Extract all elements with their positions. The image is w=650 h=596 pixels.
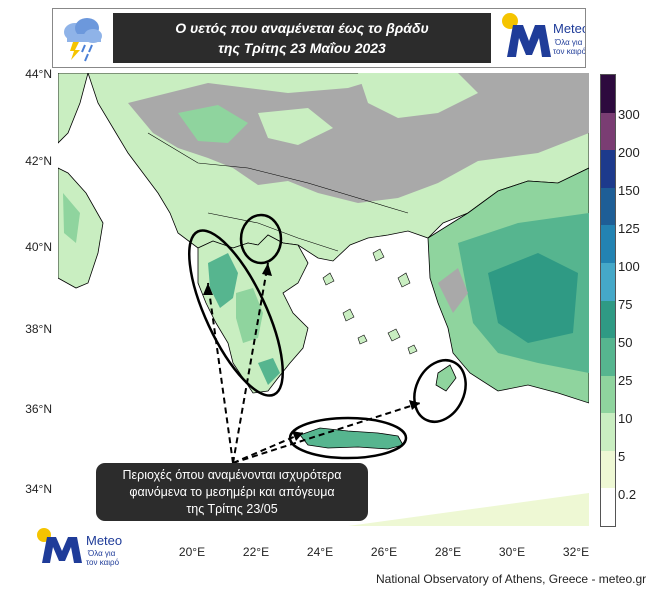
colorbar-segment: [601, 300, 615, 339]
callout-line-3: της Τρίτης 23/05: [186, 502, 278, 516]
callout-line-1: Περιοχές όπου αναμένονται ισχυρότερα: [122, 468, 342, 482]
colorbar-label-125: 125: [618, 221, 640, 236]
lat-label-34: 34°N: [25, 482, 52, 496]
lat-label-36: 36°N: [25, 402, 52, 416]
footer-meteo-logo-icon: Meteo Όλα για τον καιρό: [36, 527, 146, 567]
footer-brand-tagline-1: Όλα για: [87, 549, 116, 558]
brand-tagline-2: τον καιρό: [553, 47, 585, 56]
title-line-2: της Τρίτης 23 Μαΐου 2023: [218, 40, 386, 56]
colorbar-segment: [601, 413, 615, 452]
footer-brand-name: Meteo: [86, 533, 122, 548]
colorbar-segment: [601, 450, 615, 489]
lon-label-32: 32°E: [562, 545, 590, 559]
lon-label-30: 30°E: [498, 545, 526, 559]
precipitation-map: [58, 73, 589, 526]
lon-label-28: 28°E: [434, 545, 462, 559]
map-title: Ο υετός που αναμένεται έως το βράδυ της …: [113, 13, 491, 63]
colorbar-label-25: 25: [618, 373, 633, 388]
footer-brand-tagline-2: τον καιρό: [86, 558, 120, 567]
colorbar-segment: [601, 75, 615, 114]
lat-label-42: 42°N: [25, 154, 52, 168]
colorbar-label-10: 10: [618, 411, 633, 426]
colorbar-label-300: 300: [618, 107, 640, 122]
colorbar-label-50: 50: [618, 335, 633, 350]
precipitation-colorbar: [600, 74, 616, 527]
colorbar-segment: [601, 150, 615, 189]
lon-label-24: 24°E: [306, 545, 334, 559]
callout-line-2: φαινόμενα το μεσημέρι και απόγευμα: [129, 485, 335, 499]
colorbar-segment: [601, 338, 615, 377]
colorbar-segment: [601, 187, 615, 226]
brand-tagline-1: Όλα για: [554, 38, 583, 47]
colorbar-segment: [601, 375, 615, 414]
title-line-1: Ο υετός που αναμένεται έως το βράδυ: [175, 20, 429, 36]
colorbar-label-0-2: 0.2: [618, 487, 637, 502]
colorbar-label-5: 5: [618, 449, 626, 464]
brand-name: Meteo: [553, 21, 585, 36]
colorbar-segment: [601, 262, 615, 301]
lon-label-26: 26°E: [370, 545, 398, 559]
rain-storm-cloud-icon: [57, 12, 107, 64]
colorbar-label-200: 200: [618, 145, 640, 160]
lon-label-20: 20°E: [178, 545, 206, 559]
callout-box: Περιοχές όπου αναμένονται ισχυρότερα φαι…: [96, 463, 368, 521]
colorbar-segment: [601, 112, 615, 151]
source-credit: National Observatory of Athens, Greece -…: [376, 572, 647, 586]
colorbar-label-100: 100: [618, 259, 640, 274]
header-banner: Ο υετός που αναμένεται έως το βράδυ της …: [52, 8, 589, 68]
meteo-m-logo-icon: Meteo Όλα για τον καιρό: [501, 11, 589, 65]
lat-label-40: 40°N: [25, 240, 52, 254]
colorbar-label-75: 75: [618, 297, 633, 312]
lon-label-22: 22°E: [242, 545, 270, 559]
lat-label-44: 44°N: [25, 67, 52, 81]
colorbar-segment: [601, 488, 615, 527]
colorbar-segment: [601, 225, 615, 264]
lat-label-38: 38°N: [25, 322, 52, 336]
colorbar-label-150: 150: [618, 183, 640, 198]
